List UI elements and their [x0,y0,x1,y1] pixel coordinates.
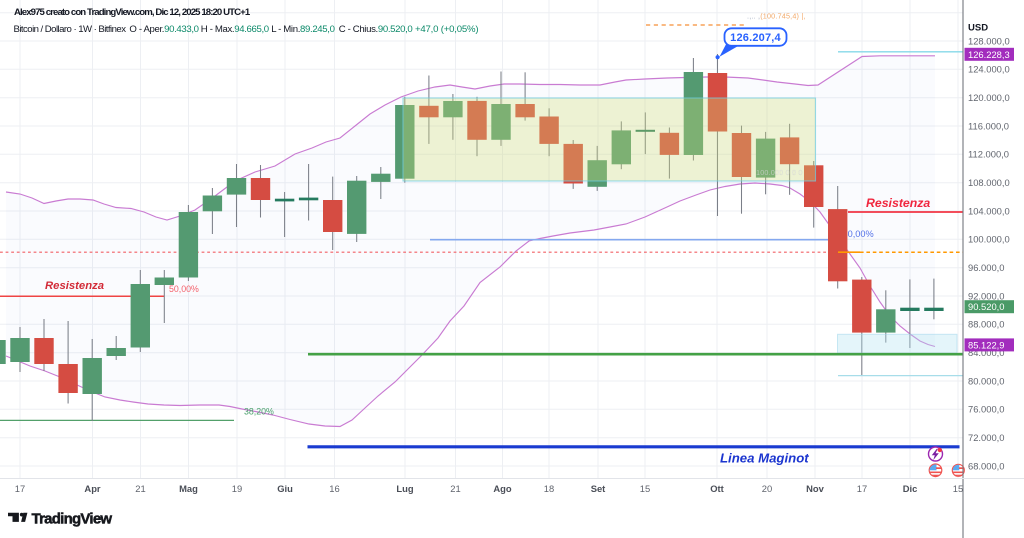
svg-text:88.000,0: 88.000,0 [968,319,1005,330]
svg-text:15: 15 [640,483,650,494]
svg-text:96.000,0: 96.000,0 [968,262,1005,273]
svg-text:Lug: Lug [396,483,413,494]
svg-text:21: 21 [135,483,145,494]
svg-text:Resistenza: Resistenza [866,196,930,210]
svg-text:Set: Set [591,483,606,494]
svg-text:Linea Maginot: Linea Maginot [720,451,809,466]
svg-text:15: 15 [953,483,963,494]
svg-text:80.000,0: 80.000,0 [968,375,1005,386]
svg-text:17: 17 [857,483,867,494]
svg-text:84.000,0: 84.000,0 [968,347,1005,358]
svg-text:124.000,0: 124.000,0 [968,64,1010,75]
svg-text:O - Aper.90.433,0: O - Aper.90.433,0 [129,24,198,35]
svg-text:Ago: Ago [493,483,511,494]
svg-text:C - Chius.90.520,0: C - Chius.90.520,0 [339,24,413,35]
svg-text:Dic: Dic [903,483,918,494]
svg-text:16: 16 [329,483,339,494]
svg-text:+47,0 (+0,05%): +47,0 (+0,05%) [415,24,478,35]
svg-text:.,.. ,(100.745,4) |,: .,.. ,(100.745,4) |, [747,12,806,21]
svg-text:L - Min.89.245,0: L - Min.89.245,0 [271,24,334,35]
svg-text:126.207,4: 126.207,4 [730,32,781,44]
svg-text:120.000,0: 120.000,0 [968,92,1010,103]
svg-text:100.000 0 0 0: 100.000 0 0 0 [756,168,803,177]
svg-text:76.000,0: 76.000,0 [968,404,1005,415]
svg-text:Bitcoin / Dollaro · 1W · Bitfi: Bitcoin / Dollaro · 1W · Bitfinex [14,24,127,35]
svg-text:108.000,0: 108.000,0 [968,177,1010,188]
svg-text:90.520,0: 90.520,0 [968,301,1005,312]
svg-text:85.122,9: 85.122,9 [968,339,1005,350]
svg-text:72.000,0: 72.000,0 [968,432,1005,443]
svg-text:38,20%: 38,20% [244,406,274,416]
svg-text:19: 19 [232,483,242,494]
svg-text:Alex975 creato con TradingView: Alex975 creato con TradingView.com, Dic … [14,7,251,18]
svg-text:Giu: Giu [277,483,293,494]
svg-text:Nov: Nov [806,483,824,494]
svg-text:17: 17 [15,483,25,494]
svg-text:H - Max.94.665,0: H - Max.94.665,0 [201,24,269,35]
svg-text:USD: USD [968,23,988,34]
svg-text:112.000,0: 112.000,0 [968,149,1009,160]
svg-text:Mag: Mag [179,483,198,494]
svg-text:21: 21 [450,483,460,494]
svg-text:20: 20 [762,483,772,494]
svg-text:50,00%: 50,00% [843,229,874,239]
svg-text:18: 18 [544,483,554,494]
svg-text:116.000,0: 116.000,0 [968,120,1009,131]
svg-text:126.228,3: 126.228,3 [968,49,1010,60]
svg-text:128.000,0: 128.000,0 [968,35,1010,46]
svg-text:92.000,0: 92.000,0 [968,290,1005,301]
svg-text:Apr: Apr [84,483,100,494]
svg-text:104.000,0: 104.000,0 [968,205,1010,216]
svg-text:100.000,0: 100.000,0 [968,234,1010,245]
svg-text:68.000,0: 68.000,0 [968,460,1005,471]
svg-text:TradingView: TradingView [32,511,113,528]
svg-text:Ott: Ott [710,483,724,494]
svg-text:50,00%: 50,00% [169,284,199,294]
svg-text:Resistenza: Resistenza [45,280,104,292]
